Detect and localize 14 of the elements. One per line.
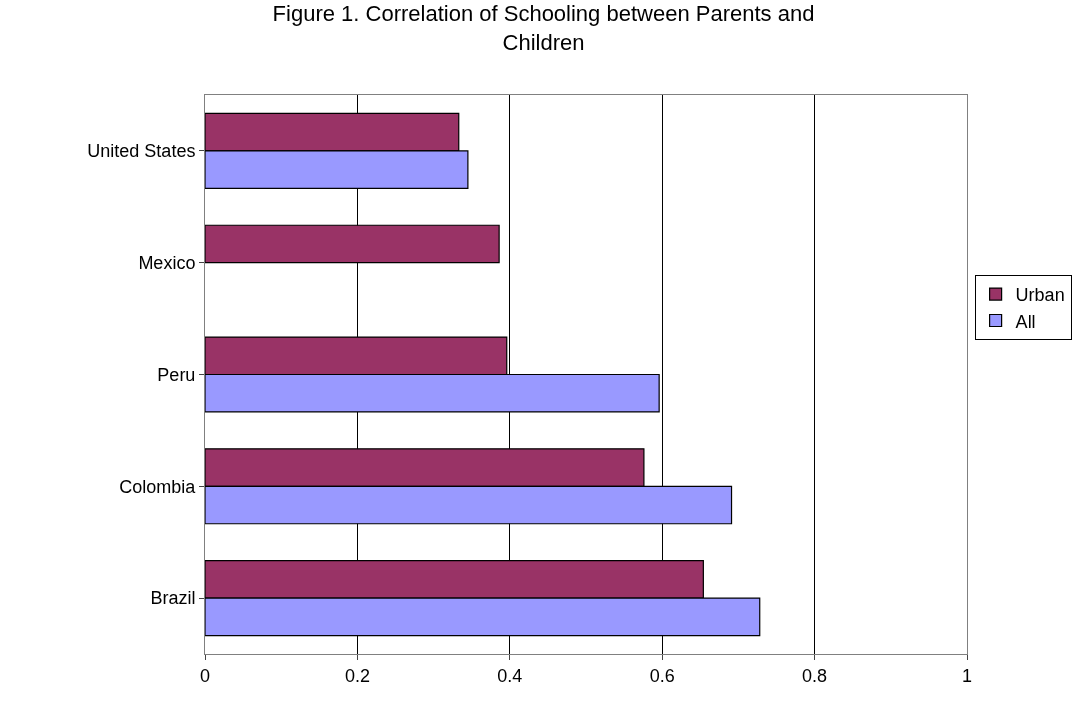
x-tick-label: 1 (961, 665, 973, 686)
y-tick-label: Peru (157, 364, 196, 385)
x-tick-label: 0 (199, 665, 211, 686)
legend-label: Urban (1015, 285, 1065, 306)
y-tick-label: United States (87, 141, 196, 162)
x-tick-label: 0.2 (344, 665, 370, 686)
chart-title: Figure 1. Correlation of Schooling between Parents and Children (272, 1, 815, 55)
y-tick-label: Brazil (150, 588, 196, 609)
x-tick-label: 0.4 (497, 665, 523, 686)
legend-label: All (1015, 311, 1036, 332)
y-tick-label: Mexico (138, 253, 196, 273)
y-tick-label: Colombia (119, 476, 197, 497)
x-tick-label: 0.8 (802, 665, 828, 686)
x-tick-label: 0.6 (649, 665, 675, 686)
